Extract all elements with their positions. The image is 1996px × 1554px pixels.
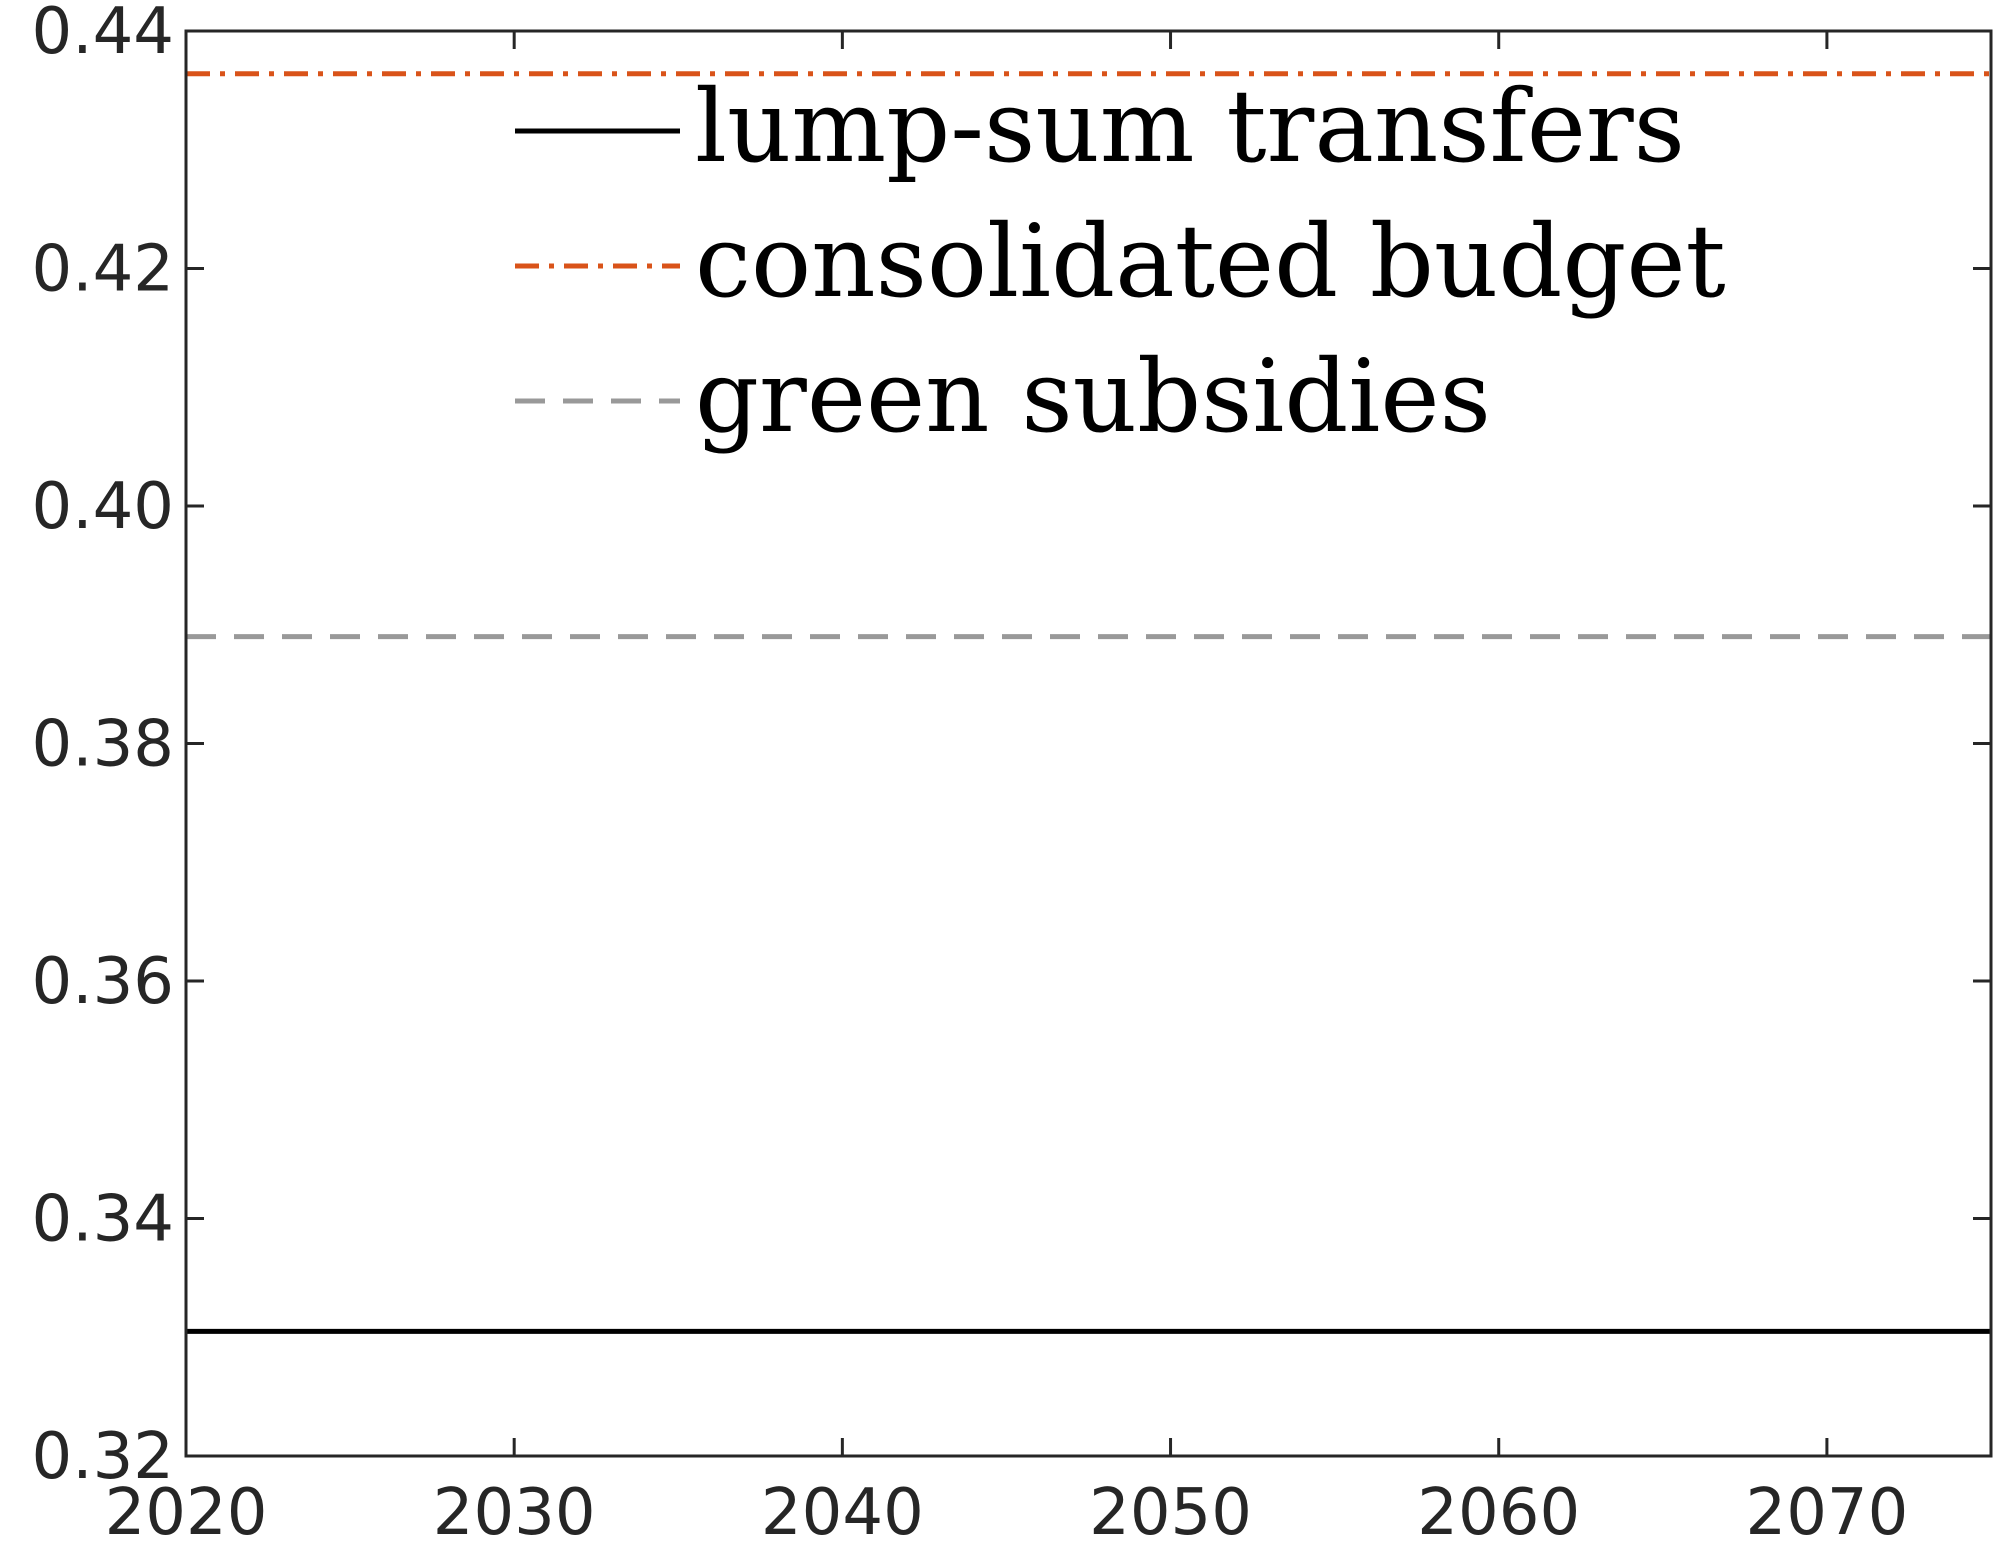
y-tick-label: 0.40 (32, 470, 175, 544)
x-tick-label: 2070 (1745, 1476, 1908, 1550)
y-tick-label: 0.32 (32, 1420, 175, 1494)
legend-label: green subsidies (695, 338, 1491, 455)
x-tick-label: 2040 (761, 1476, 924, 1550)
y-tick-label: 0.34 (32, 1183, 175, 1257)
legend-label: consolidated budget (695, 203, 1726, 320)
series-layer (186, 71, 1991, 1334)
legend-label: lump-sum transfers (695, 68, 1685, 185)
x-tick-label: 2060 (1417, 1476, 1580, 1550)
y-tick-label: 0.38 (32, 708, 175, 782)
legend: lump-sum transfers consolidated budget gre… (515, 68, 1726, 455)
y-tick-label: 0.36 (32, 945, 175, 1019)
axes-layer: 2020 2030 2040 2050 2060 2070 0.32 0.34 0.36 0.38… (32, 0, 1993, 1550)
y-tick-label: 0.42 (32, 233, 175, 307)
y-tick-label: 0.44 (32, 0, 175, 69)
x-tick-label: 2050 (1089, 1476, 1252, 1550)
x-tick-label: 2030 (433, 1476, 596, 1550)
x-tick-label: 2020 (105, 1476, 268, 1550)
